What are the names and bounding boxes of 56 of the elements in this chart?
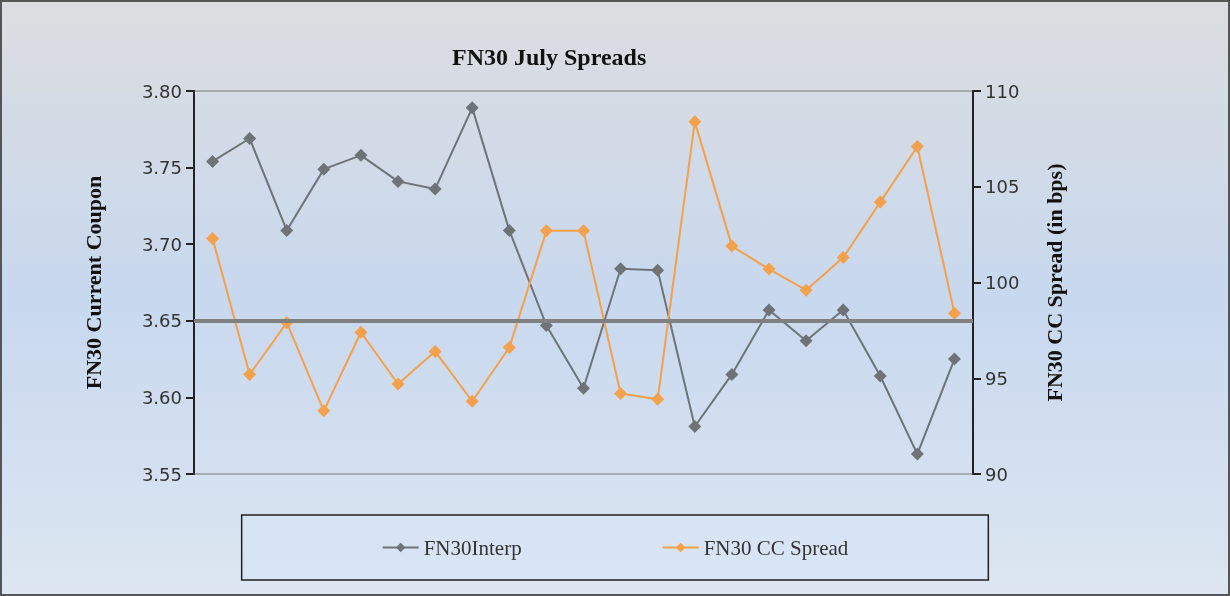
y-axis-title: FN30 Current Coupon [80, 175, 106, 390]
point [354, 148, 368, 162]
point [465, 394, 479, 408]
point [577, 224, 590, 238]
point [873, 369, 887, 383]
point [280, 223, 294, 237]
point [651, 263, 665, 277]
y2-tick-label: 90 [985, 463, 1008, 485]
point [428, 344, 442, 358]
y2-tick-label: 95 [985, 367, 1008, 389]
y-tick-label: 3.70 [141, 233, 182, 255]
chart-title: FN30 July Spreads [452, 44, 647, 70]
y-tick-label: 3.55 [141, 463, 182, 485]
point [243, 367, 257, 381]
point [614, 387, 628, 401]
y-tick-label: 3.75 [141, 157, 182, 179]
point [762, 303, 776, 317]
point [873, 195, 887, 209]
point [206, 231, 220, 245]
point [836, 303, 850, 317]
y-tick-label: 3.60 [141, 386, 182, 408]
point [317, 404, 331, 418]
point [465, 101, 479, 115]
legend-label: FN30 CC Spread [703, 535, 849, 560]
point [391, 377, 405, 391]
point [502, 223, 516, 237]
point [688, 115, 702, 129]
point [391, 174, 405, 188]
point [577, 381, 590, 395]
point [539, 224, 553, 238]
y-tick-label: 3.65 [141, 310, 182, 332]
point [354, 325, 368, 339]
point [688, 420, 702, 434]
y2-tick-label: 110 [985, 80, 1020, 102]
point [502, 341, 516, 355]
point [428, 182, 442, 196]
legend-label: FN30Interp [423, 535, 522, 560]
y2-axis-title: FN30 CC Spread (in bps) [1041, 163, 1067, 402]
point [762, 262, 776, 276]
point [799, 283, 813, 297]
point [910, 140, 924, 154]
y2-tick-label: 100 [985, 272, 1020, 293]
y2-tick-label: 105 [985, 176, 1020, 198]
point [910, 447, 924, 461]
point [725, 367, 739, 381]
point [799, 334, 813, 348]
point [947, 352, 961, 366]
point [836, 251, 850, 265]
point [206, 154, 220, 168]
y-tick-label: 3.80 [141, 80, 182, 102]
point [725, 239, 739, 253]
point [651, 392, 665, 406]
point [317, 162, 331, 176]
point [243, 131, 257, 145]
point [947, 306, 961, 320]
point [614, 262, 628, 276]
